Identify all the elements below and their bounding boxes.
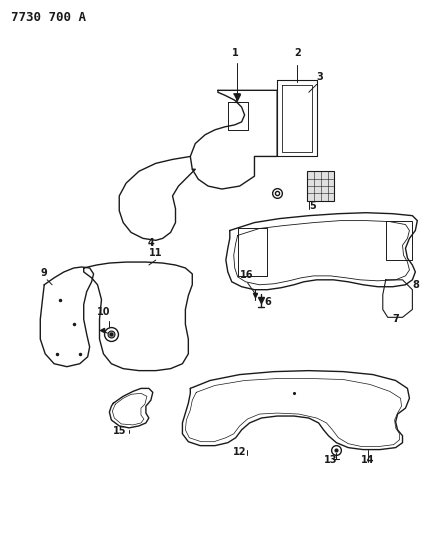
Text: 3: 3 <box>317 72 324 83</box>
Text: 11: 11 <box>149 248 162 258</box>
Text: 6: 6 <box>265 297 271 308</box>
Text: 9: 9 <box>40 268 47 278</box>
Bar <box>307 171 334 201</box>
Text: 13: 13 <box>324 455 337 465</box>
Text: 7730 700 A: 7730 700 A <box>11 11 86 25</box>
Text: 8: 8 <box>413 280 419 290</box>
Text: 14: 14 <box>361 455 375 465</box>
Text: 15: 15 <box>113 426 126 436</box>
Text: 2: 2 <box>294 48 301 58</box>
Text: 7: 7 <box>392 314 399 324</box>
Text: 10: 10 <box>97 308 110 317</box>
Text: 12: 12 <box>233 448 247 457</box>
Text: 16: 16 <box>240 270 253 280</box>
Text: 4: 4 <box>148 238 154 248</box>
Text: 1: 1 <box>232 48 238 58</box>
Text: 5: 5 <box>309 201 315 211</box>
